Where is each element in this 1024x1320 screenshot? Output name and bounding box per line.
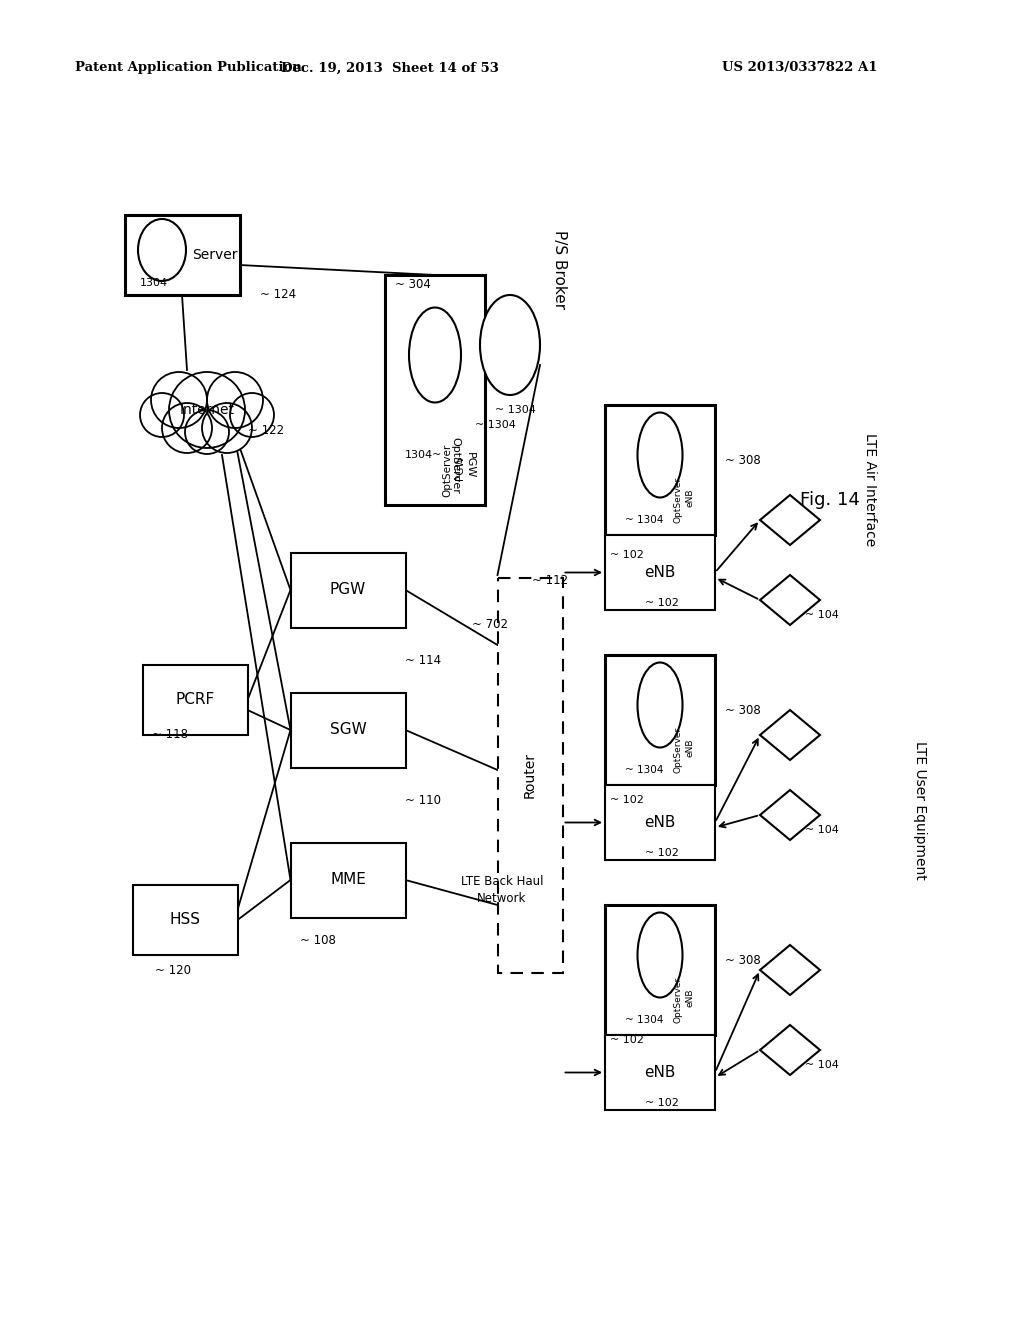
Text: 1304: 1304 bbox=[140, 279, 168, 288]
Text: ~ 702: ~ 702 bbox=[472, 619, 508, 631]
Bar bbox=[498, 578, 562, 973]
Bar bbox=[605, 906, 715, 1035]
Bar bbox=[385, 275, 485, 506]
Text: OptServer: OptServer bbox=[674, 477, 683, 523]
Text: ~ 102: ~ 102 bbox=[645, 847, 679, 858]
Circle shape bbox=[162, 403, 212, 453]
Text: ~ 114: ~ 114 bbox=[406, 653, 441, 667]
Circle shape bbox=[169, 372, 245, 447]
Text: ~ 1304: ~ 1304 bbox=[475, 420, 516, 430]
Text: SGW: SGW bbox=[330, 722, 367, 738]
Text: ~ 102: ~ 102 bbox=[610, 550, 644, 560]
Text: ~ 102: ~ 102 bbox=[610, 1035, 644, 1045]
Text: LTE User Equipment: LTE User Equipment bbox=[913, 741, 927, 879]
Text: ~ 102: ~ 102 bbox=[610, 795, 644, 805]
Text: OptServer: OptServer bbox=[674, 727, 683, 774]
Text: OptServer: OptServer bbox=[442, 444, 452, 496]
Bar bbox=[291, 693, 406, 767]
Text: ~ 104: ~ 104 bbox=[805, 825, 839, 836]
Text: Patent Application Publication: Patent Application Publication bbox=[75, 62, 302, 74]
Polygon shape bbox=[760, 576, 820, 624]
Bar bbox=[605, 405, 715, 535]
Text: ~ 120: ~ 120 bbox=[155, 964, 191, 977]
Text: ~ 1304: ~ 1304 bbox=[625, 766, 664, 775]
Text: Internet: Internet bbox=[179, 403, 234, 417]
Text: ~ 1304: ~ 1304 bbox=[625, 1015, 664, 1026]
Text: US 2013/0337822 A1: US 2013/0337822 A1 bbox=[722, 62, 878, 74]
Bar bbox=[132, 884, 238, 954]
Text: eNB: eNB bbox=[685, 488, 694, 507]
Text: ~ 118: ~ 118 bbox=[152, 729, 188, 742]
Text: 1304~: 1304~ bbox=[406, 450, 442, 459]
Text: eNB: eNB bbox=[685, 739, 694, 758]
Ellipse shape bbox=[638, 663, 683, 747]
Text: OptServer: OptServer bbox=[674, 977, 683, 1023]
Bar bbox=[605, 655, 715, 785]
Text: ~ 308: ~ 308 bbox=[725, 953, 761, 966]
Bar bbox=[291, 553, 406, 627]
Text: ~ 102: ~ 102 bbox=[645, 598, 679, 607]
Text: ~ 1304: ~ 1304 bbox=[625, 515, 664, 525]
Bar bbox=[605, 1035, 715, 1110]
Ellipse shape bbox=[409, 308, 461, 403]
Text: LTE Back Haul
Network: LTE Back Haul Network bbox=[461, 875, 544, 906]
Text: Router: Router bbox=[523, 752, 537, 799]
Circle shape bbox=[185, 411, 229, 454]
Ellipse shape bbox=[638, 412, 683, 498]
Text: LTE Air Interface: LTE Air Interface bbox=[863, 433, 877, 546]
Polygon shape bbox=[760, 789, 820, 840]
Text: eNB: eNB bbox=[644, 1065, 676, 1080]
Text: ~ 104: ~ 104 bbox=[805, 610, 839, 620]
Text: ~ 124: ~ 124 bbox=[260, 289, 296, 301]
Bar bbox=[142, 665, 248, 735]
Text: ~ 104: ~ 104 bbox=[805, 1060, 839, 1071]
Text: eNB: eNB bbox=[685, 989, 694, 1007]
Ellipse shape bbox=[480, 294, 540, 395]
Circle shape bbox=[207, 372, 263, 428]
Text: ~ 102: ~ 102 bbox=[645, 1097, 679, 1107]
Bar bbox=[291, 842, 406, 917]
Text: HSS: HSS bbox=[170, 912, 201, 928]
Text: PGW: PGW bbox=[455, 455, 465, 480]
Ellipse shape bbox=[638, 912, 683, 998]
Text: ~ 112: ~ 112 bbox=[532, 573, 568, 586]
Polygon shape bbox=[760, 1026, 820, 1074]
Text: ~ 304: ~ 304 bbox=[395, 279, 431, 292]
Text: OptServer: OptServer bbox=[450, 437, 460, 494]
Text: Fig. 14: Fig. 14 bbox=[800, 491, 860, 510]
Text: P/S Broker: P/S Broker bbox=[553, 231, 567, 310]
Text: PCRF: PCRF bbox=[175, 693, 215, 708]
Text: ~ 122: ~ 122 bbox=[248, 424, 284, 437]
Ellipse shape bbox=[138, 219, 186, 281]
Text: eNB: eNB bbox=[644, 565, 676, 579]
Text: ~ 308: ~ 308 bbox=[725, 454, 761, 466]
Text: ~ 110: ~ 110 bbox=[406, 793, 441, 807]
Text: Server: Server bbox=[193, 248, 238, 261]
Text: Dec. 19, 2013  Sheet 14 of 53: Dec. 19, 2013 Sheet 14 of 53 bbox=[281, 62, 499, 74]
Polygon shape bbox=[760, 495, 820, 545]
Bar bbox=[125, 215, 240, 294]
Text: PGW: PGW bbox=[330, 582, 367, 598]
Circle shape bbox=[230, 393, 274, 437]
Circle shape bbox=[151, 372, 207, 428]
Text: PGW: PGW bbox=[465, 451, 475, 478]
Polygon shape bbox=[760, 710, 820, 760]
Polygon shape bbox=[760, 945, 820, 995]
Bar bbox=[605, 535, 715, 610]
Text: ~ 1304: ~ 1304 bbox=[495, 405, 536, 414]
Circle shape bbox=[202, 403, 252, 453]
Text: eNB: eNB bbox=[644, 814, 676, 830]
Text: ~ 108: ~ 108 bbox=[300, 933, 336, 946]
Text: MME: MME bbox=[330, 873, 366, 887]
Circle shape bbox=[140, 393, 184, 437]
Text: ~ 308: ~ 308 bbox=[725, 704, 761, 717]
Bar bbox=[605, 785, 715, 861]
